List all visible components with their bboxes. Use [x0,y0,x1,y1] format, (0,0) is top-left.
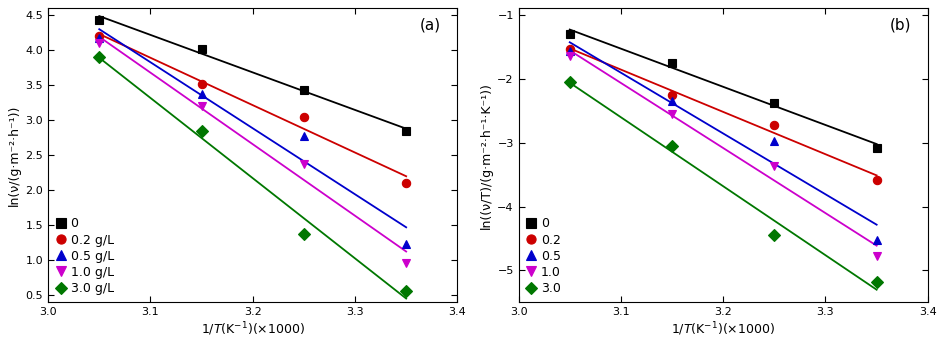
0 [298,88,310,92]
3.0 g/L [195,129,207,133]
0 [93,17,105,21]
Legend: 0, 0.2 g/L, 0.5 g/L, 1.0 g/L, 3.0 g/L: 0, 0.2 g/L, 0.5 g/L, 1.0 g/L, 3.0 g/L [53,215,116,298]
3.0 g/L [400,289,412,293]
Line: 0.2: 0.2 [565,44,880,184]
X-axis label: $1/T\mathrm{(K^{-1})(\times 1000)}$: $1/T\mathrm{(K^{-1})(\times 1000)}$ [670,320,774,338]
0 [564,32,575,36]
Line: 0.5 g/L: 0.5 g/L [95,34,410,248]
0.5 g/L [400,242,412,246]
3.0 [564,80,575,84]
0.5 [870,238,882,243]
Text: (b): (b) [889,17,910,32]
0 [666,61,677,65]
1.0 [870,254,882,258]
Legend: 0, 0.2, 0.5, 1.0, 3.0: 0, 0.2, 0.5, 1.0, 3.0 [523,215,563,298]
0.5 [666,99,677,103]
0.2 [564,46,575,51]
0.2 g/L [400,181,412,185]
Line: 3.0: 3.0 [565,78,880,286]
1.0 g/L [400,261,412,265]
0 [870,146,882,150]
0 [195,47,207,51]
0.2 [666,93,677,97]
0.2 g/L [195,82,207,86]
Y-axis label: ln((ν/T)/(g·m⁻²·h⁻¹·K⁻¹)): ln((ν/T)/(g·m⁻²·h⁻¹·K⁻¹)) [480,82,493,229]
3.0 [870,280,882,284]
3.0 g/L [93,55,105,60]
3.0 [767,233,779,237]
Text: (a): (a) [419,17,441,32]
Line: 0.5: 0.5 [565,47,880,245]
0.2 [767,122,779,127]
1.0 [767,164,779,168]
Line: 0.2 g/L: 0.2 g/L [95,32,410,188]
1.0 [666,112,677,116]
0.5 [564,49,575,53]
Line: 1.0: 1.0 [565,52,880,260]
Line: 1.0 g/L: 1.0 g/L [95,39,410,267]
0.5 g/L [93,36,105,40]
1.0 g/L [93,41,105,45]
0 [767,101,779,105]
Line: 3.0 g/L: 3.0 g/L [95,53,410,295]
X-axis label: $1/T\mathrm{(K^{-1})(\times 1000)}$: $1/T\mathrm{(K^{-1})(\times 1000)}$ [200,320,304,338]
3.0 g/L [298,232,310,236]
0.5 g/L [195,92,207,96]
1.0 g/L [298,162,310,166]
3.0 [666,144,677,148]
1.0 [564,54,575,58]
0.5 [767,139,779,143]
0 [400,129,412,133]
Line: 0: 0 [565,30,880,152]
Y-axis label: ln(ν/(g·m⁻²·h⁻¹)): ln(ν/(g·m⁻²·h⁻¹)) [8,105,22,206]
0.2 g/L [298,115,310,119]
0.2 [870,177,882,182]
0.2 g/L [93,34,105,38]
0.5 g/L [298,134,310,138]
1.0 g/L [195,104,207,108]
Line: 0: 0 [95,15,410,135]
